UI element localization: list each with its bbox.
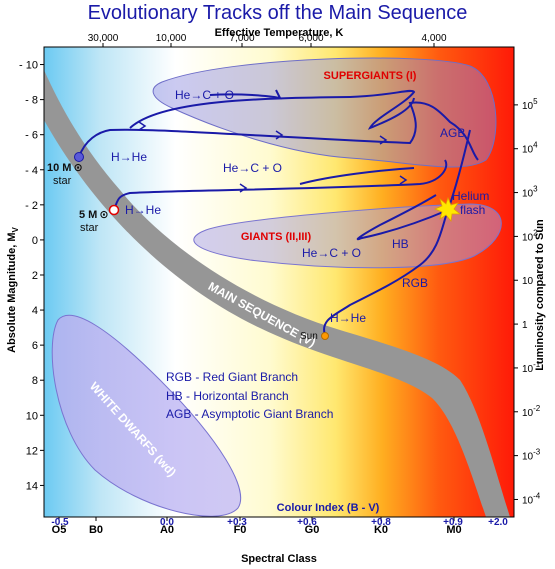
track-10msun-loop (129, 89, 416, 130)
track-hb (356, 194, 449, 241)
left-tick-label: - 2 (25, 200, 38, 212)
left-tick-label: 10 (26, 410, 38, 422)
legend-agb: AGB - Asymptotic Giant Branch (166, 407, 333, 421)
right-tick-label: 104 (522, 141, 538, 156)
top-tick-label: 4,000 (421, 33, 446, 44)
track-label-agb: AGB (440, 126, 465, 140)
track-label-hb: HB (392, 237, 409, 251)
colour-index-tick: +0.8 (371, 517, 391, 528)
top-tick-label: 10,000 (156, 33, 187, 44)
giants-label: GIANTS (II,III) (241, 231, 312, 243)
colour-index-title: Colour Index (B - V) (277, 502, 380, 514)
star-5msun-label: 5 M ⊙ (79, 209, 109, 221)
right-tick-label: 105 (522, 97, 538, 112)
top-tick-label: 7,000 (229, 33, 254, 44)
legend: RGB - Red Giant Branch HB - Horizontal B… (166, 370, 333, 421)
white-dwarfs-region (51, 314, 242, 517)
track-5msun-he (299, 167, 415, 185)
colour-index-tick: +2.0 (488, 517, 508, 528)
bottom-tick-label: F0 (234, 524, 247, 536)
bottom-tick-label: M0 (446, 524, 461, 536)
top-tick-label: 6,000 (298, 33, 323, 44)
bottom-tick-label: O5 (52, 524, 67, 536)
track-label-10msun-he2: He→C + O (223, 161, 282, 175)
track-10msun (78, 101, 479, 161)
track-label-flash: flash (460, 203, 485, 217)
left-tick-label: 14 (26, 480, 38, 492)
colour-index-tick: -0.5 (51, 517, 69, 528)
bottom-tick-label: B0 (89, 524, 103, 536)
right-tick-label: 103 (522, 185, 538, 200)
track-5msun (113, 159, 448, 210)
star-5msun (108, 204, 120, 216)
track-sun (323, 209, 449, 336)
left-tick-label: - 4 (25, 165, 38, 177)
left-tick-label: 0 (32, 235, 38, 247)
left-tick-label: - 8 (25, 95, 38, 107)
helium-flash-burst (433, 196, 462, 222)
supergiants-label: SUPERGIANTS (I) (324, 70, 417, 82)
right-tick-label: 10-3 (522, 448, 541, 463)
left-tick-label: 8 (32, 375, 38, 387)
bottom-tick-label: G0 (305, 524, 320, 536)
track-label-10msun-he: He→C + O (175, 88, 234, 102)
star-sun (321, 332, 329, 340)
track-label-5msun-he: He→C + O (302, 246, 361, 260)
left-tick-label: - 10 (19, 60, 38, 72)
chart-title: Evolutionary Tracks off the Main Sequenc… (87, 2, 468, 24)
track-label-helium: Helium (452, 189, 489, 203)
right-tick-label: 1 (522, 320, 528, 331)
star-10msun-label: 10 M ⊙ (47, 162, 83, 174)
legend-rgb: RGB - Red Giant Branch (166, 370, 298, 384)
right-tick-label: 102 (522, 228, 538, 243)
right-tick-label: 10-2 (522, 404, 541, 419)
colour-index-tick: +0.9 (443, 517, 463, 528)
top-axis-title: Effective Temperature, K (214, 27, 344, 39)
track-label-rgb: RGB (402, 276, 428, 290)
left-tick-label: 6 (32, 340, 38, 352)
star-10msun-suffix: star (53, 175, 72, 187)
right-tick-label: 10 (522, 276, 534, 287)
bottom-tick-label: A0 (160, 524, 174, 536)
left-tick-label: - 6 (25, 130, 38, 142)
track-label-10msun-h: H→He (111, 150, 147, 164)
left-tick-label: 12 (26, 445, 38, 457)
track-10msun-upper (209, 89, 282, 100)
track-label-5msun-h: H→He (125, 203, 161, 217)
track-label-sun-h: H→He (330, 311, 366, 325)
right-tick-label: 10-4 (522, 491, 541, 506)
star-10msun (74, 152, 84, 162)
legend-hb: HB - Horizontal Branch (166, 389, 289, 403)
top-tick-label: 30,000 (88, 33, 119, 44)
supergiants-region (152, 57, 497, 168)
colour-index-tick: +0.6 (297, 517, 317, 528)
bottom-tick-label: K0 (374, 524, 388, 536)
colour-index-tick: +0.3 (227, 517, 247, 528)
plot-frame (43, 46, 515, 518)
bottom-axis-title: Spectral Class (241, 553, 317, 565)
left-tick-label: 2 (32, 270, 38, 282)
left-tick-label: 4 (32, 305, 38, 317)
right-tick-label: 10-1 (522, 360, 541, 375)
sun-label: Sun (300, 331, 318, 342)
colour-index-tick: 0.0 (160, 517, 174, 528)
star-5msun-suffix: star (80, 222, 99, 234)
